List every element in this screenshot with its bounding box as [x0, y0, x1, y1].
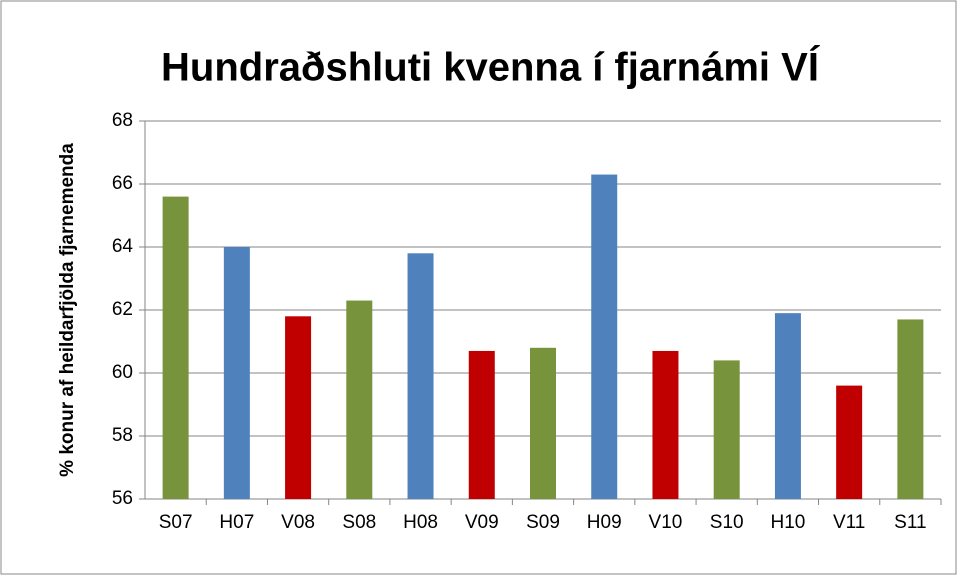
- y-tick-label: 62: [112, 299, 133, 320]
- y-axis-label: % konur af heildarfjölda fjarnemenda: [57, 143, 78, 477]
- bar: [468, 350, 495, 499]
- y-tick-label: 60: [112, 362, 133, 383]
- x-tick-label: H07: [219, 512, 254, 533]
- x-tick-label: S10: [710, 512, 744, 533]
- x-tick-label: S07: [159, 512, 193, 533]
- bar: [285, 316, 312, 499]
- y-tick-label: 66: [112, 173, 133, 194]
- bar: [407, 253, 434, 499]
- x-tick-label: H10: [770, 512, 805, 533]
- bar: [591, 174, 618, 500]
- x-tick-label: S08: [342, 512, 376, 533]
- y-tick-label: 68: [112, 110, 133, 131]
- bar: [897, 319, 924, 499]
- x-tick-label: V08: [281, 512, 315, 533]
- x-tick-label: V09: [465, 512, 499, 533]
- bar: [346, 300, 373, 499]
- bar: [774, 313, 801, 499]
- x-tick-label: S09: [526, 512, 560, 533]
- bar: [713, 360, 740, 499]
- y-tick-label: 56: [112, 488, 133, 509]
- chart-title: Hundraðshluti kvenna í fjarnámi VÍ: [161, 45, 820, 90]
- y-tick-label: 64: [112, 236, 134, 257]
- bar: [652, 350, 679, 499]
- x-tick-label: V11: [833, 512, 865, 533]
- bar: [162, 196, 189, 499]
- bar: [530, 347, 556, 499]
- x-tick-label: V10: [649, 512, 683, 533]
- x-tick-label: H08: [403, 512, 438, 533]
- bar: [836, 385, 863, 499]
- x-tick-label: H09: [587, 512, 622, 533]
- x-tick-label: S11: [894, 512, 926, 533]
- bar: [223, 247, 250, 499]
- y-tick-label: 58: [112, 425, 133, 446]
